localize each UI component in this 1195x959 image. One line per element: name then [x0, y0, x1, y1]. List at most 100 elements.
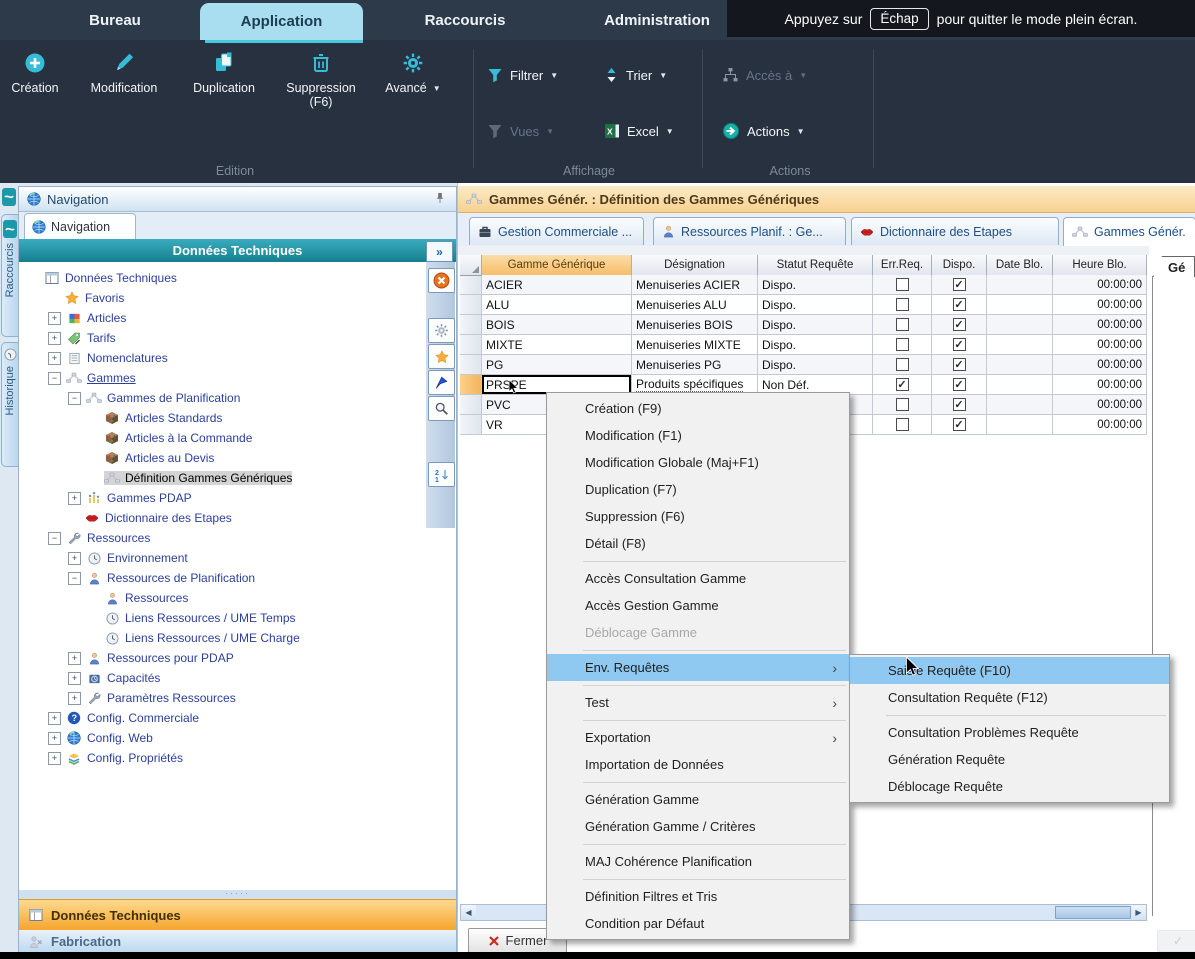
tab-navigation[interactable]: Navigation: [24, 213, 136, 239]
column-header-heure-blo-[interactable]: Heure Blo.: [1053, 255, 1147, 276]
expand-icon[interactable]: +: [68, 551, 81, 565]
cell-gamme[interactable]: ALU: [482, 295, 632, 315]
cell-err-req[interactable]: [873, 295, 932, 315]
options-button[interactable]: [428, 318, 455, 343]
cell-statut[interactable]: Dispo.: [758, 335, 873, 355]
menu-item-modification-f1-[interactable]: Modification (F1): [585, 428, 682, 443]
expand-icon[interactable]: +: [48, 731, 61, 745]
menu-item-maj-coh-rence-planification[interactable]: MAJ Cohérence Planification: [585, 854, 752, 869]
tree-item-tarifs[interactable]: + Tarifs: [20, 328, 425, 348]
ribbon-button-filtrer[interactable]: Filtrer ▼: [487, 62, 558, 88]
collapse-tree-button[interactable]: »: [426, 241, 453, 262]
column-header-gamme-g-n-rique[interactable]: Gamme Générique: [482, 255, 632, 276]
cell-dispo[interactable]: ✓: [932, 295, 987, 315]
cell-dispo[interactable]: ✓: [932, 375, 987, 395]
cell-err-req[interactable]: [873, 395, 932, 415]
tree-item-nomenclatures[interactable]: + Nomenclatures: [20, 348, 425, 368]
checkbox-unchecked[interactable]: [895, 278, 909, 291]
row-header[interactable]: [460, 375, 482, 395]
tree-item-gammes[interactable]: − Gammes: [20, 368, 425, 388]
checkbox-unchecked[interactable]: [895, 358, 909, 371]
checkbox-checked[interactable]: ✓: [952, 418, 966, 431]
side-strip-tab-historique[interactable]: Historique: [1, 342, 18, 467]
ribbon-button-duplication[interactable]: Duplication: [180, 50, 268, 95]
submenu-item-saisie-requ-te-f10-[interactable]: Saisie Requête (F10): [850, 657, 1169, 684]
checkbox-unchecked[interactable]: [895, 318, 909, 331]
pin-icon[interactable]: [434, 192, 446, 204]
row-header[interactable]: [460, 415, 482, 435]
menu-item-importation-de-donn-es[interactable]: Importation de Données: [585, 757, 724, 772]
ribbon-button-trier[interactable]: Trier ▼: [604, 62, 667, 88]
cell-gamme[interactable]: BOIS: [482, 315, 632, 335]
tree-item-param-tres-ressources[interactable]: + Paramètres Ressources: [20, 688, 425, 708]
checkbox-checked[interactable]: ✓: [952, 398, 966, 411]
scroll-right-arrow[interactable]: ▶: [1131, 905, 1146, 920]
menu-item-acc-s-consultation-gamme[interactable]: Accès Consultation Gamme: [585, 571, 747, 586]
column-header-err-req-[interactable]: Err.Req.: [873, 255, 932, 276]
cell-heure-blo[interactable]: 00:00:00: [1053, 315, 1147, 335]
cell-gamme[interactable]: MIXTE: [482, 335, 632, 355]
tree-item-donn-es-techniques[interactable]: Données Techniques: [20, 268, 425, 288]
menu-item-modification-globale-maj-f1-[interactable]: Modification Globale (Maj+F1): [585, 455, 759, 470]
cell-dispo[interactable]: ✓: [932, 355, 987, 375]
menu-item-exportation[interactable]: Exportation ›: [585, 729, 837, 746]
cell-err-req[interactable]: [873, 335, 932, 355]
submenu-item-consultation-probl-mes-requ-te[interactable]: Consultation Problèmes Requête: [888, 725, 1079, 740]
checkbox-checked[interactable]: ✓: [952, 378, 966, 391]
cell-err-req[interactable]: [873, 355, 932, 375]
cell-dispo[interactable]: ✓: [932, 275, 987, 295]
tab-bureau[interactable]: Bureau: [89, 11, 141, 29]
expand-icon[interactable]: +: [48, 331, 61, 345]
cell-err-req[interactable]: [873, 415, 932, 435]
cell-designation[interactable]: Menuiseries ACIER: [632, 275, 758, 295]
checkbox-checked[interactable]: ✓: [952, 338, 966, 351]
cell-heure-blo[interactable]: 00:00:00: [1053, 275, 1147, 295]
cell-dispo[interactable]: ✓: [932, 395, 987, 415]
collapse-icon[interactable]: −: [68, 391, 81, 405]
menu-item-d-blocage-gamme[interactable]: Déblocage Gamme: [585, 625, 697, 640]
collapse-icon[interactable]: −: [48, 371, 61, 385]
scrollbar-thumb[interactable]: [1055, 906, 1131, 919]
cell-designation[interactable]: Menuiseries PG: [632, 355, 758, 375]
expand-icon[interactable]: +: [48, 711, 61, 725]
ribbon-button-accs[interactable]: Accès à ▼: [722, 62, 807, 88]
ribbon-button-vues[interactable]: Vues ▼: [487, 118, 554, 144]
submenu-item-g-n-ration-requ-te[interactable]: Génération Requête: [888, 752, 1006, 767]
checkbox-unchecked[interactable]: [895, 398, 909, 411]
row-header[interactable]: [460, 335, 482, 355]
side-strip-tab-raccourcis[interactable]: Raccourcis: [1, 214, 18, 337]
cell-date-blo[interactable]: [987, 355, 1053, 375]
cell-statut[interactable]: Dispo.: [758, 275, 873, 295]
favorites-button[interactable]: [428, 344, 455, 369]
tab-raccourcis[interactable]: Raccourcis: [424, 11, 506, 29]
cell-heure-blo[interactable]: 00:00:00: [1053, 335, 1147, 355]
cell-statut[interactable]: Dispo.: [758, 295, 873, 315]
cell-gamme[interactable]: ACIER: [482, 275, 632, 295]
row-header[interactable]: [460, 395, 482, 415]
search-button[interactable]: [428, 396, 455, 421]
column-header-d-signation[interactable]: Désignation: [632, 255, 758, 276]
cell-date-blo[interactable]: [987, 415, 1053, 435]
ribbon-button-actions[interactable]: Actions ▼: [722, 118, 805, 144]
menu-item-test[interactable]: Test ›: [585, 694, 837, 711]
cell-err-req[interactable]: [873, 315, 932, 335]
doc-tab-gammes-g-n-r-[interactable]: Gammes Génér.: [1063, 217, 1195, 246]
doc-tab-ressources-planif-ge-[interactable]: Ressources Planif. : Ge...: [653, 217, 846, 245]
grid-corner-cell[interactable]: [460, 255, 482, 276]
tree-item-environnement[interactable]: + Environnement: [20, 548, 425, 568]
tree-item-ressources[interactable]: − Ressources: [20, 528, 425, 548]
expand-icon[interactable]: +: [68, 691, 81, 705]
ribbon-button-suppression[interactable]: Suppression (F6): [272, 50, 370, 109]
cell-date-blo[interactable]: [987, 335, 1053, 355]
cell-heure-blo[interactable]: 00:00:00: [1053, 375, 1147, 395]
scroll-left-arrow[interactable]: ◀: [461, 905, 476, 920]
tree-item-favoris[interactable]: Favoris: [20, 288, 425, 308]
ribbon-button-cration[interactable]: Création: [2, 50, 68, 95]
checkbox-checked[interactable]: ✓: [952, 318, 966, 331]
menu-item-cr-ation-f9-[interactable]: Création (F9): [585, 401, 662, 416]
sidebar-section-fabrication[interactable]: Fabrication: [19, 930, 456, 953]
row-header[interactable]: [460, 295, 482, 315]
tab-administration[interactable]: Administration: [604, 11, 710, 29]
cell-designation[interactable]: Menuiseries BOIS: [632, 315, 758, 335]
